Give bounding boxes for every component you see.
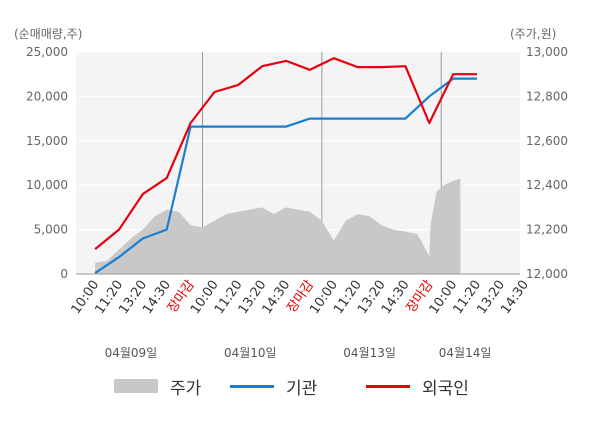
right-tick-label: 13,000 (526, 45, 568, 59)
legend: 주가 기관 외국인 (0, 374, 600, 399)
left-tick-label: 25,000 (26, 45, 68, 59)
right-tick-label: 12,000 (526, 267, 568, 281)
legend-swatch-foreign (366, 384, 410, 388)
legend-item-foreign: 외국인 (366, 374, 469, 399)
left-tick-label: 0 (60, 267, 68, 281)
price-area (95, 178, 461, 274)
legend-label-foreign: 외국인 (422, 378, 469, 399)
legend-label-price: 주가 (170, 378, 202, 399)
right-tick-label: 12,800 (526, 89, 568, 103)
date-label: 04월13일 (343, 346, 396, 360)
left-tick-label: 15,000 (26, 134, 68, 148)
foreign-line (94, 57, 477, 250)
right-tick-label: 12,400 (526, 178, 568, 192)
right-tick-label: 12,200 (526, 223, 568, 237)
axes: 0 12,000 5,000 12,200 10,000 12,400 15,000 12,6… (26, 45, 568, 360)
legend-label-institution: 기관 (286, 378, 318, 399)
legend-swatch-price (114, 379, 158, 393)
left-axis-unit: (순매매량,주) (14, 27, 82, 41)
left-tick-label: 5,000 (34, 223, 68, 237)
price-area-path (95, 178, 461, 274)
right-axis-unit: (주가,원) (510, 27, 556, 41)
date-label: 04월09일 (105, 346, 158, 360)
investor-trading-chart: 0 12,000 5,000 12,200 10,000 12,400 15,000 12,6… (14, 27, 568, 360)
legend-item-institution: 기관 (230, 374, 318, 399)
right-tick-label: 12,600 (526, 134, 568, 148)
date-label: 04월10일 (224, 346, 277, 360)
legend-item-price: 주가 (114, 374, 202, 399)
left-tick-label: 10,000 (26, 178, 68, 192)
institution-line (94, 77, 477, 275)
date-label: 04월14일 (439, 346, 492, 360)
left-tick-label: 20,000 (26, 89, 68, 103)
legend-swatch-institution (230, 384, 274, 388)
series-lines (94, 57, 477, 275)
